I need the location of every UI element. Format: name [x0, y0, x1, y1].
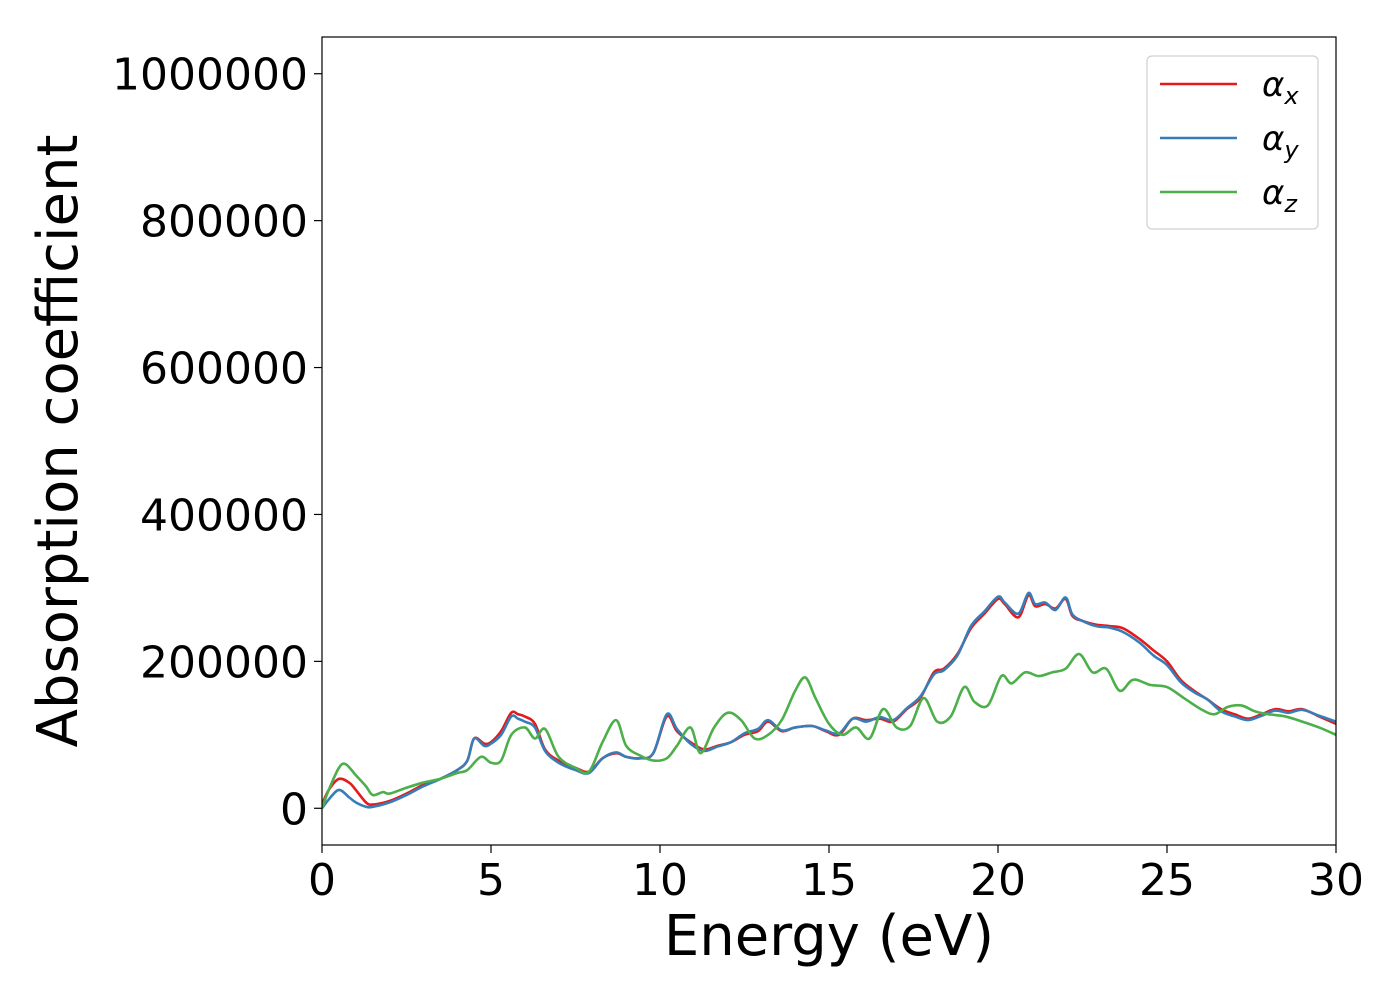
- series-layer: [322, 591, 1336, 810]
- legend-label-z: αz: [1262, 173, 1298, 218]
- legend-label-y: αy: [1262, 119, 1299, 164]
- y-tick-label: 400000: [140, 490, 308, 541]
- y-axis-title: Absorption coefficient: [26, 135, 91, 748]
- x-ticks: 0 5 10 15 20 25 30: [308, 845, 1364, 906]
- y-tick-label: 800000: [140, 197, 308, 248]
- y-tick-label: 600000: [140, 344, 308, 395]
- x-tick-label: 5: [477, 855, 505, 906]
- y-ticks: 0 200000 400000 600000 800000 1000000: [112, 50, 322, 835]
- legend-frame: [1146, 55, 1319, 230]
- y-tick-label: 1000000: [112, 50, 308, 101]
- x-tick-label: 25: [1139, 855, 1195, 906]
- series-line-y: [322, 591, 1336, 810]
- x-tick-label: 30: [1308, 855, 1364, 906]
- x-tick-label: 20: [970, 855, 1026, 906]
- x-tick-label: 0: [308, 855, 336, 906]
- y-tick-label: 200000: [140, 637, 308, 688]
- legend: αx αy αz: [1146, 55, 1319, 230]
- y-tick-label: 0: [280, 784, 308, 835]
- series-line-z: [322, 652, 1336, 809]
- x-axis-title: Energy (eV): [664, 904, 994, 969]
- x-tick-label: 10: [632, 855, 688, 906]
- legend-label-x: αx: [1262, 65, 1299, 110]
- x-tick-label: 15: [801, 855, 857, 906]
